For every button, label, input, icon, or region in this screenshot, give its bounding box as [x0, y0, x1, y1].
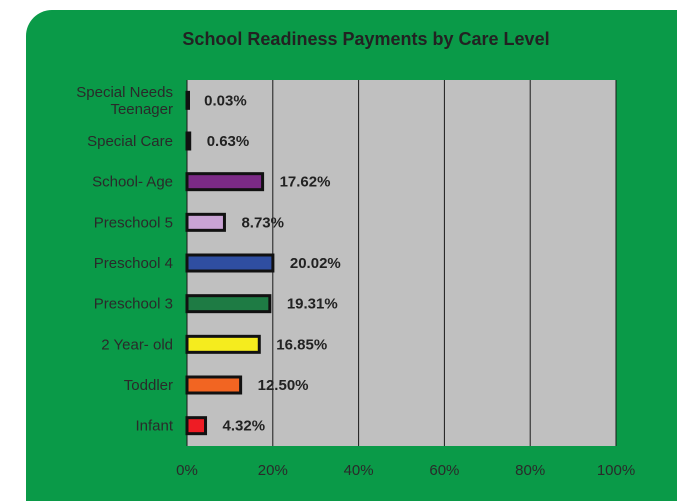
data-label: 8.73% — [241, 214, 284, 231]
category-label: Preschool 3 — [94, 296, 173, 313]
bar — [185, 294, 272, 314]
data-label: 17.62% — [280, 174, 331, 191]
category-label: Toddler — [124, 377, 173, 394]
bar — [185, 212, 226, 232]
data-label: 19.31% — [287, 296, 338, 313]
category-label: Teenager — [110, 101, 173, 118]
bar — [185, 131, 192, 151]
bar — [185, 334, 261, 354]
data-label: 20.02% — [290, 255, 341, 272]
chart-title: School Readiness Payments by Care Level — [182, 29, 549, 49]
bar — [185, 172, 265, 192]
x-tick-label: 80% — [515, 462, 545, 479]
x-tick-label: 20% — [258, 462, 288, 479]
category-label: Preschool 4 — [94, 255, 173, 272]
x-tick-label: 40% — [344, 462, 374, 479]
category-label: 2 Year- old — [101, 336, 173, 353]
category-label: Special Needs — [76, 84, 173, 101]
bar — [185, 375, 243, 395]
bar — [185, 90, 190, 110]
category-label: Infant — [135, 418, 173, 435]
category-label: Preschool 5 — [94, 214, 173, 231]
x-tick-label: 0% — [176, 462, 198, 479]
data-label: 16.85% — [276, 336, 327, 353]
x-tick-label: 60% — [429, 462, 459, 479]
category-label: Special Care — [87, 133, 173, 150]
bar — [185, 253, 275, 273]
x-tick-label: 100% — [597, 462, 635, 479]
bar — [185, 416, 208, 436]
data-label: 0.63% — [207, 133, 250, 150]
data-label: 0.03% — [204, 92, 247, 109]
data-label: 4.32% — [223, 418, 266, 435]
category-label: School- Age — [92, 174, 173, 191]
data-label: 12.50% — [258, 377, 309, 394]
